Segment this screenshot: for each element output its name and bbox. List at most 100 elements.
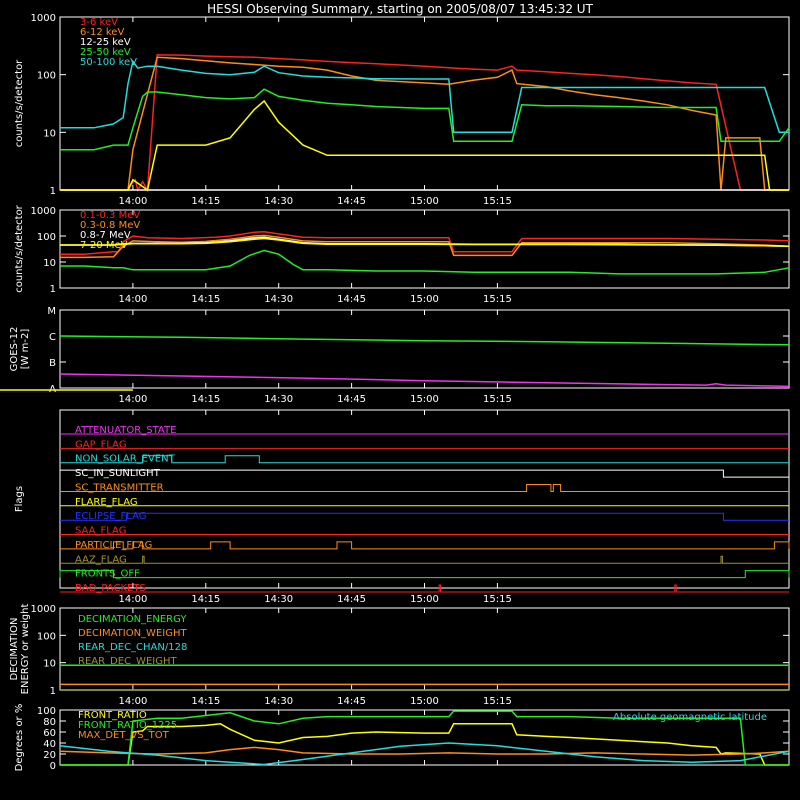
y-axis-label: counts/s/detector <box>14 59 25 147</box>
y-axis-label: GOES-12 <box>9 327 20 372</box>
flag-line <box>60 584 789 593</box>
legend-entry: FRONT_RATIO <box>78 710 147 721</box>
x-tick-label: 14:15 <box>191 394 220 405</box>
series-line <box>60 59 789 134</box>
x-tick-label: 14:15 <box>191 594 220 605</box>
panel-frame-high-energy-rates <box>59 209 790 289</box>
flag-line <box>60 455 789 464</box>
flag-line <box>59 570 790 579</box>
x-tick-label: 14:45 <box>337 294 366 305</box>
flag-label: SC_TRANSMITTER <box>75 482 164 493</box>
flag-label: FLARE_FLAG <box>75 497 138 508</box>
flag-label: AAZ_FLAG <box>75 554 127 565</box>
y-tick-label: 1 <box>50 186 56 197</box>
y-tick-label: 10 <box>43 128 56 139</box>
x-tick-label: 15:15 <box>483 196 512 207</box>
y-tick-label: 1000 <box>31 604 56 615</box>
x-tick-label: 15:15 <box>483 594 512 605</box>
y-tick-label: M <box>47 306 56 317</box>
series-line <box>59 335 790 346</box>
y-tick-label: 100 <box>37 71 56 82</box>
x-tick-label: 15:15 <box>483 696 512 707</box>
legend-entry: 7-20 MeV <box>80 240 128 251</box>
series-line <box>60 237 790 248</box>
y-tick-label: 40 <box>43 739 56 750</box>
x-tick-label: 14:00 <box>118 394 147 405</box>
legend-entry: 12-25 keV <box>80 37 131 48</box>
legend-entry: FRONT_RATIO_1225 <box>78 720 177 731</box>
panel-frame-flags <box>59 409 790 589</box>
legend-entry: DECIMATION_ENERGY <box>78 614 187 625</box>
y-axis-label: Degrees or % <box>14 704 25 772</box>
x-tick-label: 15:00 <box>410 394 439 405</box>
x-tick-label: 14:30 <box>264 294 293 305</box>
y-tick-label: 10 <box>43 258 56 269</box>
flag-label: GAP_FLAG <box>75 439 127 450</box>
x-tick-label: 14:45 <box>337 696 366 707</box>
flag-label: ECLIPSE_FLAG <box>75 511 146 522</box>
y-axis-label: Flags <box>14 486 25 512</box>
legend-entry: DECIMATION_WEIGHT <box>78 628 187 639</box>
x-tick-label: 14:15 <box>191 196 220 207</box>
flag-label: FRONTS_OFF <box>75 569 140 580</box>
legend-entry: REAR_DEC_CHAN/128 <box>78 642 187 653</box>
y-axis-label: counts/s/detector <box>14 204 25 292</box>
x-tick-label: 15:00 <box>410 294 439 305</box>
y-tick-label: 0 <box>50 761 56 772</box>
y-tick-label: C <box>49 332 56 343</box>
legend-entry: 0.8-7 MeV <box>80 230 131 241</box>
y-tick-label: 100 <box>37 631 56 642</box>
series-line <box>60 56 789 191</box>
flag-label: BAD_PACKETS <box>75 583 146 594</box>
series-line <box>60 88 790 151</box>
legend-entry: 6-12 keV <box>80 27 124 38</box>
legend-entry: 0.3-0.8 MeV <box>80 220 140 231</box>
flag-line <box>60 555 789 564</box>
y-tick-label: 100 <box>37 706 56 717</box>
flag-label: NON_SOLAR_EVENT <box>75 454 176 465</box>
x-tick-label: 14:30 <box>264 394 293 405</box>
series-line <box>60 723 789 766</box>
x-tick-label: 14:45 <box>337 196 366 207</box>
series-line <box>59 746 790 756</box>
x-tick-label: 14:00 <box>118 696 147 707</box>
legend-entry: 0.1-0.3 MeV <box>80 210 140 221</box>
y-tick-label: 100 <box>37 232 56 243</box>
legend-entry: 25-50 keV <box>80 47 131 58</box>
x-tick-label: 14:00 <box>118 196 147 207</box>
flag-line <box>60 512 789 521</box>
x-tick-label: 14:00 <box>118 594 147 605</box>
series-line <box>59 742 790 766</box>
series-line <box>59 373 790 388</box>
y-tick-label: 1000 <box>31 206 56 217</box>
flag-label: SC_IN_SUNLIGHT <box>75 468 161 479</box>
x-tick-label: 15:00 <box>410 196 439 207</box>
y-tick-label: 20 <box>43 750 56 761</box>
legend-entry: REAR_DEC_WEIGHT <box>78 656 177 667</box>
legend-entry: MAX_DET_VS_TOT <box>78 730 170 741</box>
x-tick-label: 15:00 <box>410 594 439 605</box>
legend-entry: 3-6 keV <box>80 17 118 28</box>
y-tick-label: 10 <box>43 659 56 670</box>
x-tick-label: 14:30 <box>264 594 293 605</box>
x-tick-label: 15:15 <box>483 394 512 405</box>
flag-line <box>60 541 790 550</box>
chart-title: HESSI Observing Summary, starting on 200… <box>207 2 593 16</box>
flag-line <box>59 469 789 478</box>
x-tick-label: 14:45 <box>337 594 366 605</box>
flag-line <box>60 484 789 492</box>
x-tick-label: 14:45 <box>337 394 366 405</box>
x-tick-label: 15:15 <box>483 294 512 305</box>
series-line <box>60 249 790 275</box>
y-tick-label: 1 <box>50 686 56 697</box>
panel-frame-low-energy-rates <box>59 16 790 191</box>
y-tick-label: 80 <box>43 717 56 728</box>
x-tick-label: 14:15 <box>191 696 220 707</box>
flag-label: SAA_FLAG <box>75 526 126 537</box>
series-line <box>60 99 789 192</box>
y-tick-label: 1000 <box>31 13 56 24</box>
x-tick-label: 14:30 <box>264 696 293 707</box>
series-line <box>60 234 790 259</box>
series-line <box>60 231 790 255</box>
